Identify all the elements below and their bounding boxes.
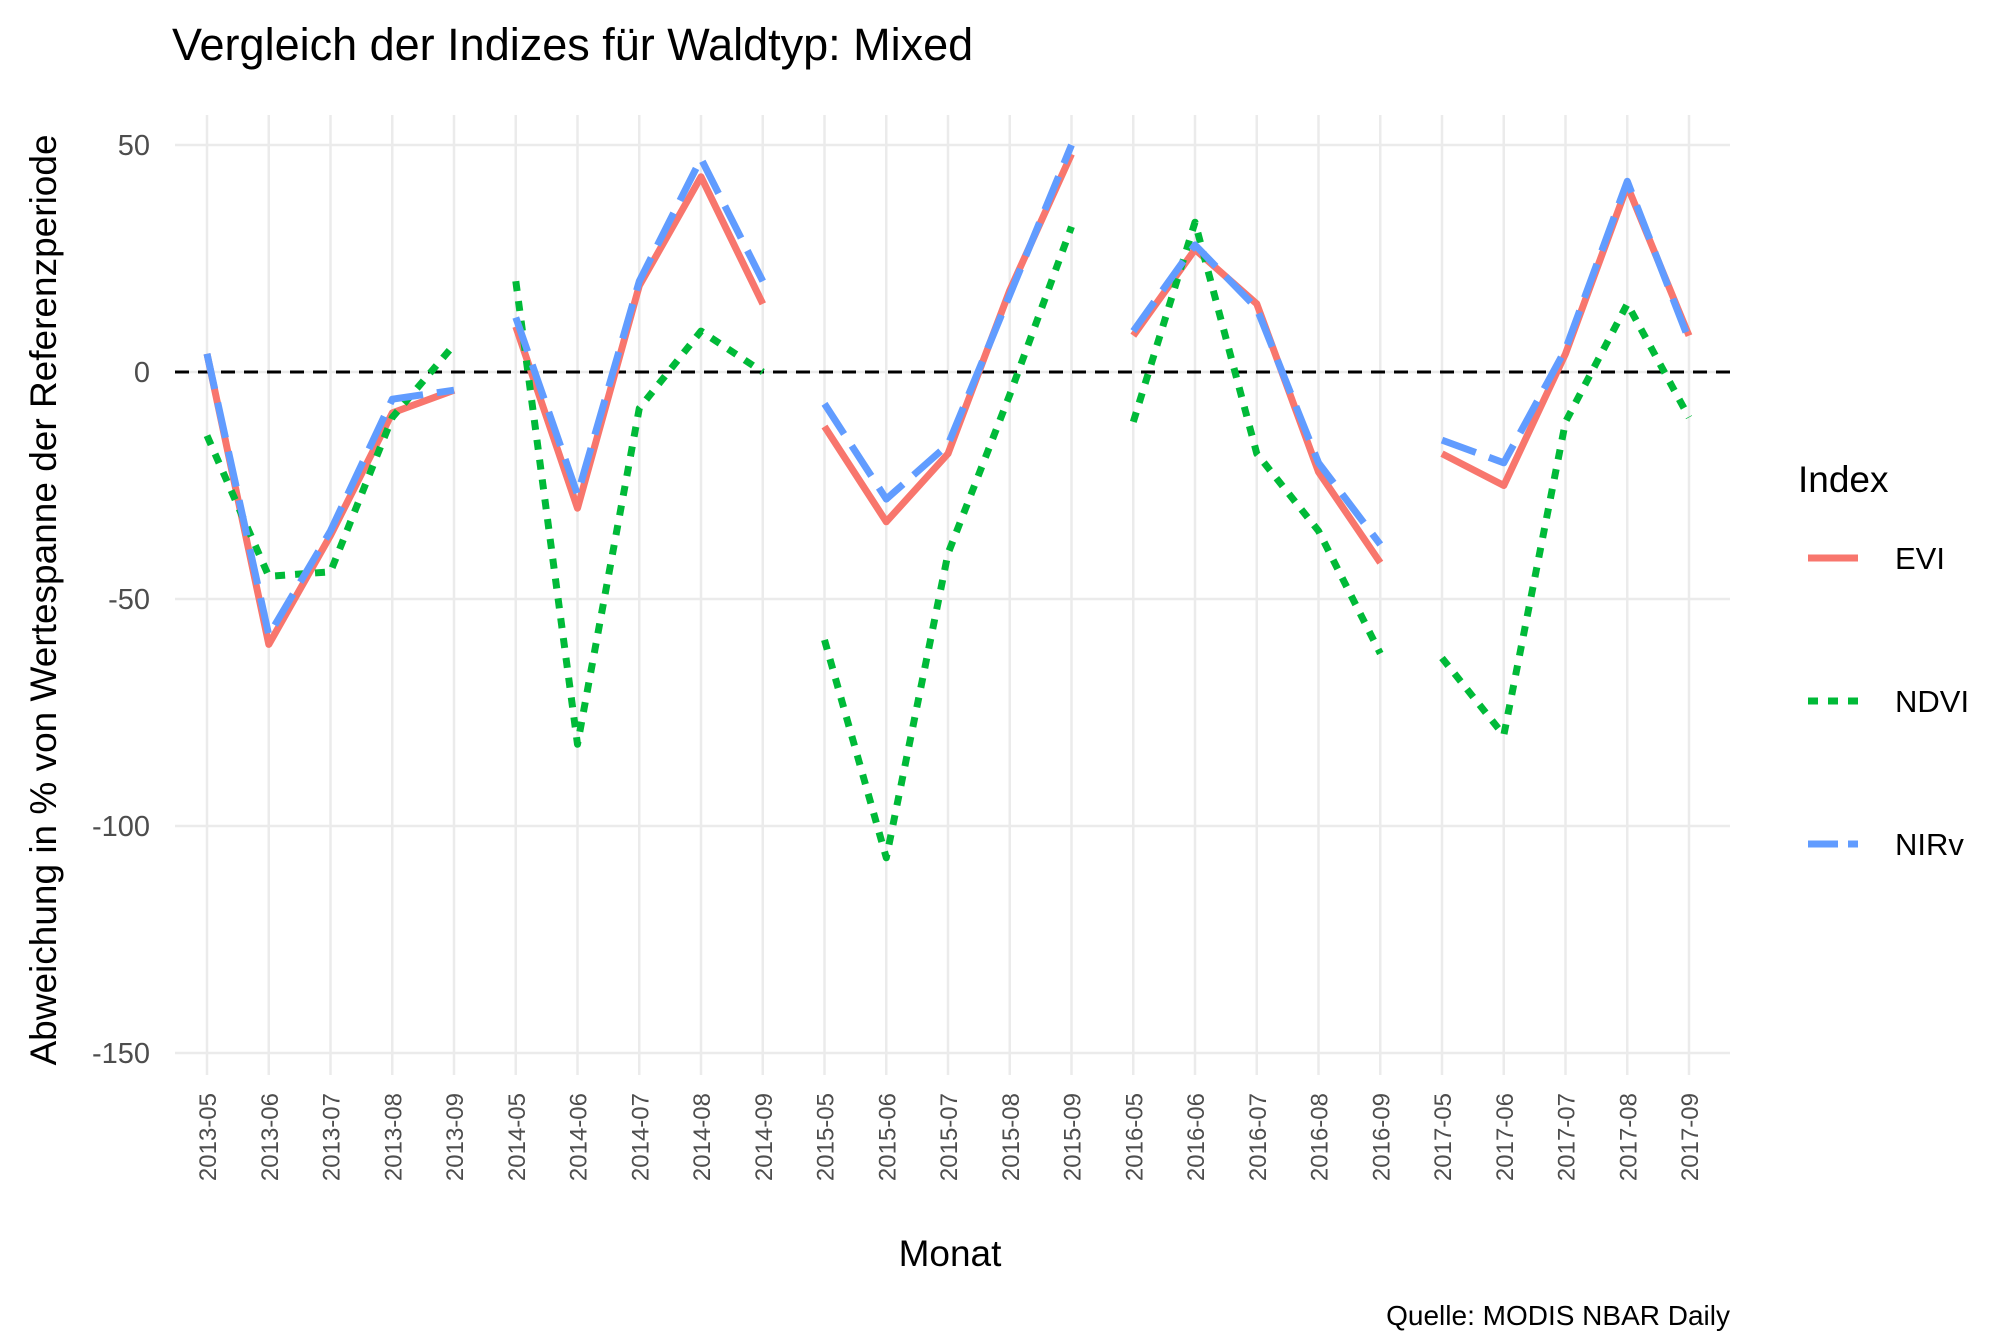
y-tick-label: 0 bbox=[134, 357, 150, 389]
x-tick-label: 2015-06 bbox=[874, 1093, 901, 1181]
series-line-nirv bbox=[512, 155, 766, 499]
series-line-ndvi bbox=[512, 280, 765, 748]
x-tick-label: 2015-09 bbox=[1060, 1093, 1087, 1181]
x-tick-label: 2016-06 bbox=[1183, 1093, 1210, 1181]
x-tick-label: 2016-08 bbox=[1307, 1093, 1334, 1181]
y-tick-label: 50 bbox=[118, 130, 150, 162]
series-line-nirv bbox=[821, 143, 1075, 503]
series-line-ndvi bbox=[1129, 218, 1384, 656]
y-tick-label: -50 bbox=[108, 584, 150, 616]
x-tick-label: 2013-09 bbox=[442, 1093, 469, 1181]
x-tick-label: 2014-06 bbox=[566, 1093, 593, 1181]
x-tick-label: 2017-07 bbox=[1554, 1093, 1581, 1181]
caption: Quelle: MODIS NBAR Daily bbox=[1386, 1300, 1730, 1331]
x-tick-label: 2014-09 bbox=[751, 1093, 778, 1181]
y-axis-ticks: -150 -100 -50 0 50 bbox=[92, 130, 150, 1070]
series-line-nirv bbox=[203, 353, 455, 639]
x-tick-label: 2015-08 bbox=[998, 1093, 1025, 1181]
x-tick-label: 2013-07 bbox=[319, 1093, 346, 1181]
chart-title: Vergleich der Indizes für Waldtyp: Mixed bbox=[172, 19, 973, 70]
series-lines bbox=[203, 143, 1693, 862]
x-tick-label: 2016-09 bbox=[1368, 1093, 1395, 1181]
y-axis-title: Abweichung in % von Wertespanne der Refe… bbox=[23, 134, 64, 1065]
series-line-nirv bbox=[1130, 241, 1384, 547]
x-tick-label: 2017-08 bbox=[1615, 1093, 1642, 1181]
x-tick-label: 2013-08 bbox=[380, 1093, 407, 1181]
legend-title: Index bbox=[1798, 459, 1889, 500]
grid bbox=[175, 115, 1730, 1075]
x-tick-label: 2014-05 bbox=[504, 1093, 531, 1181]
x-tick-label: 2014-07 bbox=[627, 1093, 654, 1181]
x-tick-label: 2013-05 bbox=[195, 1093, 222, 1181]
x-tick-label: 2013-06 bbox=[257, 1093, 284, 1181]
series-line-ndvi bbox=[1439, 300, 1693, 739]
x-tick-label: 2016-07 bbox=[1245, 1093, 1272, 1181]
legend-label-ndvi: NDVI bbox=[1895, 684, 1969, 719]
series-line-ndvi bbox=[821, 225, 1075, 862]
x-tick-label: 2014-08 bbox=[689, 1093, 716, 1181]
legend-label-nirv: NIRv bbox=[1895, 827, 1964, 862]
x-axis-title: Monat bbox=[899, 1233, 1003, 1274]
legend: Index EVI NDVI NIRv bbox=[1798, 459, 1969, 862]
x-tick-label: 2015-07 bbox=[936, 1093, 963, 1181]
x-axis-ticks: 2013-05 2013-06 2013-07 2013-08 2013-09 2014-… bbox=[195, 1093, 1704, 1181]
y-tick-label: -100 bbox=[92, 811, 150, 843]
x-tick-label: 2015-05 bbox=[813, 1093, 840, 1181]
x-tick-label: 2017-06 bbox=[1492, 1093, 1519, 1181]
series-line-nirv bbox=[1440, 177, 1693, 467]
x-tick-label: 2017-09 bbox=[1677, 1093, 1704, 1181]
x-tick-label: 2017-05 bbox=[1430, 1093, 1457, 1181]
y-tick-label: -150 bbox=[92, 1038, 150, 1070]
legend-label-evi: EVI bbox=[1895, 541, 1945, 576]
x-tick-label: 2016-05 bbox=[1121, 1093, 1148, 1181]
